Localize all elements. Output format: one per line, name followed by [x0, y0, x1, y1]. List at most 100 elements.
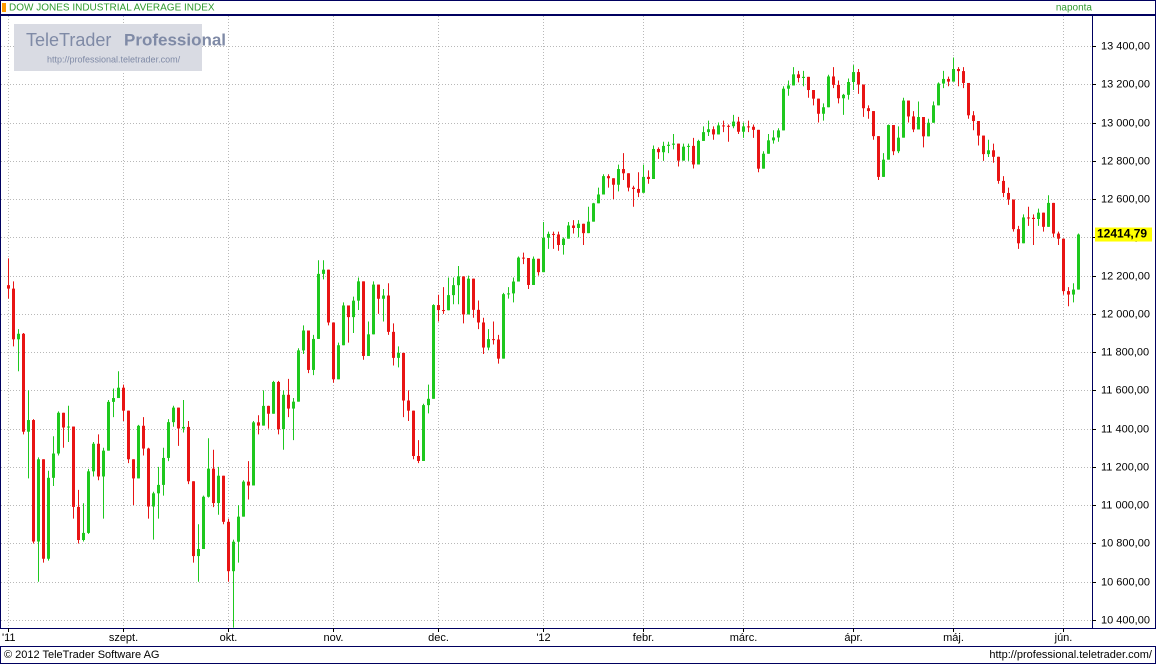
candle-body: [702, 132, 705, 141]
candle-body: [347, 305, 350, 318]
x-tick-label: nov.: [324, 632, 344, 644]
candle-body: [77, 506, 80, 540]
x-tick-label: máj.: [943, 632, 964, 644]
candle-body: [602, 176, 605, 195]
candle-body: [807, 76, 810, 91]
candle-body: [147, 448, 150, 507]
header-marker: [2, 3, 6, 12]
candle-body: [677, 143, 680, 161]
candle-body: [157, 484, 160, 494]
candle-body: [292, 401, 295, 409]
candle-body: [57, 412, 60, 454]
candle-body: [847, 82, 850, 95]
candle-body: [912, 116, 915, 130]
candle-body: [577, 223, 580, 228]
y-tick-label: 11 000,00: [1101, 499, 1149, 511]
candle-body: [497, 339, 500, 359]
candle-body: [1047, 202, 1050, 227]
candle-body: [42, 459, 45, 559]
candle-body: [107, 401, 110, 451]
y-tick-label: 10 400,00: [1101, 614, 1150, 626]
candle-body: [652, 148, 655, 179]
x-tick-label: szept.: [109, 632, 138, 644]
candle-body: [747, 126, 750, 128]
candle-body: [552, 233, 555, 235]
candle-body: [462, 276, 465, 315]
candle-body: [47, 477, 50, 559]
candle-body: [1032, 217, 1035, 219]
x-tick-label: dec.: [428, 632, 449, 644]
candle-body: [382, 295, 385, 299]
candle-body: [112, 398, 115, 402]
candle-body: [592, 203, 595, 222]
candle-body: [162, 457, 165, 485]
chart-title: DOW JONES INDUSTRIAL AVERAGE INDEX: [9, 3, 215, 14]
candle-body: [572, 225, 575, 228]
candle-body: [102, 450, 105, 477]
candle-body: [707, 129, 710, 133]
candle-body: [822, 107, 825, 114]
candle-body: [317, 273, 320, 339]
candle-body: [1012, 199, 1015, 230]
y-tick-label: 12 600,00: [1101, 193, 1150, 205]
candle-body: [247, 481, 250, 486]
candle-body: [877, 136, 880, 177]
logo-name: TeleTrader: [26, 30, 111, 50]
candle-body: [1067, 291, 1070, 295]
candle-body: [1007, 192, 1010, 200]
candle-body: [562, 238, 565, 245]
candle-body: [932, 105, 935, 123]
candle-body: [7, 285, 10, 289]
candle-body: [127, 410, 130, 460]
candle-body: [752, 126, 755, 130]
candle-body: [417, 456, 420, 461]
x-tick-label: febr.: [633, 632, 654, 644]
candle-body: [402, 352, 405, 401]
candle-body: [237, 516, 240, 542]
candle-body: [27, 420, 30, 432]
candle-body: [182, 426, 185, 429]
candle-body: [937, 83, 940, 106]
candle-body: [957, 68, 960, 72]
candle-body: [632, 187, 635, 189]
candle-body: [722, 125, 725, 127]
interval-label: naponta: [1056, 3, 1093, 14]
candle-body: [862, 84, 865, 109]
y-tick-label: 12 800,00: [1101, 155, 1150, 167]
candle-body: [907, 100, 910, 117]
candle-body: [542, 237, 545, 273]
candle-body: [452, 285, 455, 296]
candle-body: [282, 394, 285, 430]
candle-body: [212, 468, 215, 504]
candle-body: [357, 281, 360, 301]
candle-body: [422, 405, 425, 461]
candle-body: [1037, 212, 1040, 219]
candle-body: [582, 223, 585, 234]
candle-body: [857, 72, 860, 85]
candle-body: [662, 145, 665, 153]
candle-body: [1017, 229, 1020, 244]
candle-body: [522, 257, 525, 259]
candle-body: [1072, 289, 1075, 295]
candle-body: [527, 258, 530, 285]
y-tick-label: 13 400,00: [1101, 40, 1150, 52]
candle-body: [502, 294, 505, 359]
y-tick-label: 10 800,00: [1101, 537, 1150, 549]
candle-body: [797, 74, 800, 78]
y-tick-label: 11 400,00: [1101, 423, 1149, 435]
candle-body: [1062, 238, 1065, 292]
candle-body: [852, 72, 855, 83]
candle-body: [202, 496, 205, 549]
candle-body: [387, 295, 390, 332]
candle-body: [1042, 212, 1045, 227]
candle-body: [367, 334, 370, 356]
logo: TeleTrader Professional http://professio…: [14, 24, 226, 71]
candle-body: [262, 405, 265, 426]
candle-body: [802, 76, 805, 78]
candle-body: [532, 258, 535, 285]
candle-body: [62, 412, 65, 428]
candle-body: [882, 159, 885, 177]
candle-body: [727, 125, 730, 127]
candle-body: [132, 459, 135, 479]
